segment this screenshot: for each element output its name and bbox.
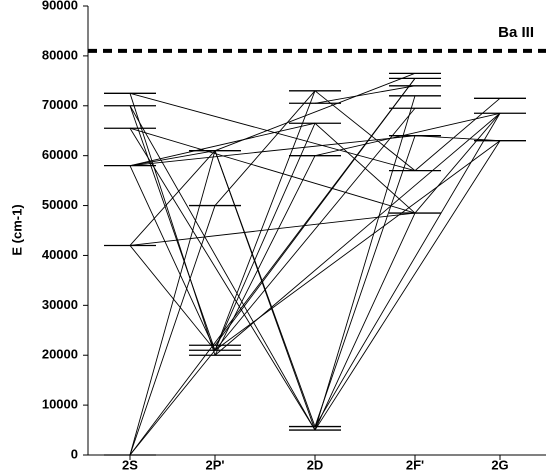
transition [314,212,416,431]
x-tick-label: 2G [491,457,508,472]
transition [314,113,501,427]
transition [314,140,501,431]
y-tick-label: 60000 [42,147,78,162]
transition [214,90,316,351]
transition [414,112,501,214]
transition [129,150,216,167]
transition [214,90,316,206]
y-tick-label: 30000 [42,297,78,312]
x-tick-label: 2P' [206,457,225,472]
transition [414,97,501,171]
transition [214,107,416,351]
transition [129,165,216,351]
transition [129,150,216,456]
transition [129,78,416,456]
transition [129,127,316,431]
transition [214,112,501,356]
y-tick-label: 80000 [42,47,78,62]
y-tick-label: 20000 [42,347,78,362]
y-tick-label: 0 [71,446,78,461]
transition [314,122,416,214]
transition [314,85,416,104]
transition [314,135,416,427]
transition [414,135,501,142]
transition [129,105,216,351]
transition [129,105,316,431]
transition [314,90,416,171]
y-tick-label: 50000 [42,197,78,212]
transition [214,72,416,152]
transition [129,127,416,214]
transition [129,122,316,167]
transition [214,150,316,427]
y-tick-label: 70000 [42,97,78,112]
transition [314,95,416,431]
y-tick-label: 40000 [42,247,78,262]
transition [214,123,316,351]
transition [129,92,416,172]
ionization-label: Ba III [498,24,534,41]
y-tick-label: 10000 [42,397,78,412]
transition [314,112,501,157]
x-tick-label: 2D [307,457,324,472]
x-tick-label: 2S [122,457,138,472]
transition [129,93,216,356]
transition [129,349,216,456]
x-tick-label: 2F' [406,457,424,472]
transition [129,245,216,351]
transition [214,155,316,356]
y-axis-label: E (cm-1) [9,204,24,255]
transition [129,205,216,456]
y-tick-label: 90000 [42,0,78,12]
